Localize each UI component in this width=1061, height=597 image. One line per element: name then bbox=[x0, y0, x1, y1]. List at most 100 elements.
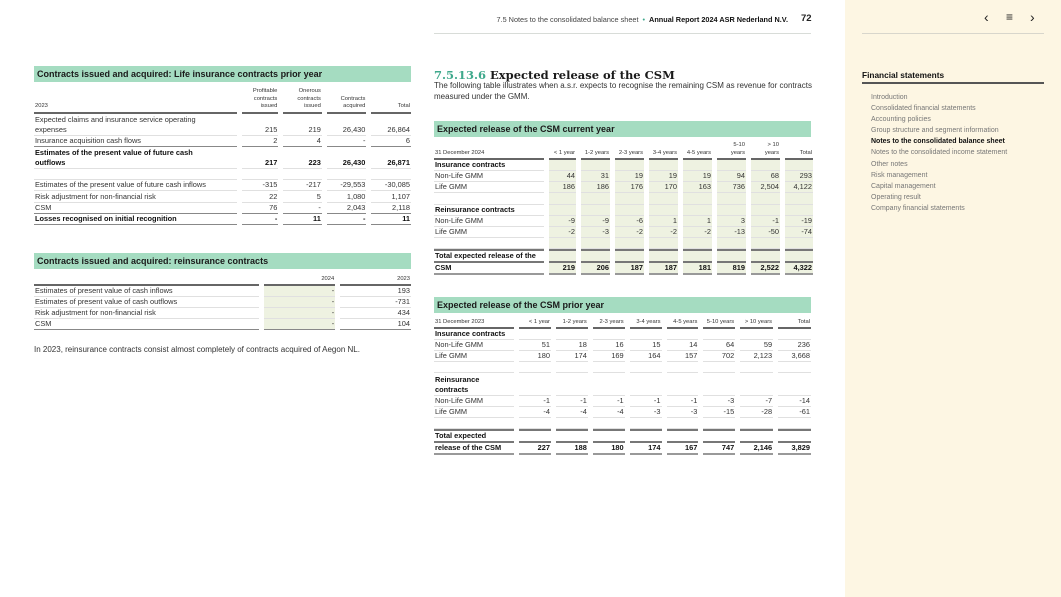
table-row: Life GMM 186 186 176 170 163 736 2,504 4,122 bbox=[434, 182, 813, 194]
cell-value: -28 bbox=[740, 407, 774, 418]
cell-value: 44 bbox=[549, 171, 576, 183]
sidebar-item[interactable]: Risk management bbox=[871, 171, 928, 179]
cell-value bbox=[629, 362, 662, 374]
cell-value: 16 bbox=[592, 340, 625, 352]
cell-value bbox=[649, 237, 678, 249]
column-header: 2023 bbox=[34, 88, 237, 114]
row-label bbox=[434, 362, 515, 374]
cell-value: -2 bbox=[549, 226, 576, 238]
cell-value: 187 bbox=[615, 260, 644, 275]
sidebar-item[interactable]: Capital management bbox=[871, 182, 936, 190]
row-label bbox=[434, 238, 544, 249]
cell-value bbox=[649, 204, 678, 216]
table-row: CSM -104 bbox=[34, 319, 411, 331]
cell-value: - bbox=[326, 136, 367, 148]
row-label bbox=[34, 169, 237, 181]
cell-value: -3 bbox=[703, 396, 736, 407]
csm-current-title: Expected release of the CSM current year bbox=[434, 121, 811, 137]
cell-value bbox=[666, 385, 699, 396]
reinsurance-table: 2024 2023 Estimates of present value of ca… bbox=[29, 275, 416, 331]
cell-value: 186 bbox=[549, 182, 576, 194]
row-label: Non-Life GMM bbox=[434, 396, 515, 407]
column-header: 2-3 years bbox=[615, 142, 644, 161]
column-header: Onerous contracts issued bbox=[283, 88, 322, 114]
section-title: Expected release of the CSM bbox=[490, 68, 675, 82]
cell-value: 4,122 bbox=[785, 182, 813, 194]
chevron-right-icon[interactable]: › bbox=[1030, 9, 1035, 25]
cell-value bbox=[751, 193, 780, 205]
sidebar-item[interactable]: Introduction bbox=[871, 94, 908, 101]
cell-value: 11 bbox=[283, 214, 322, 225]
chevron-left-icon[interactable]: ‹ bbox=[984, 9, 989, 25]
menu-icon[interactable]: ≡ bbox=[1006, 10, 1014, 24]
cell-value: -4 bbox=[592, 407, 625, 418]
row-label: Non-Life GMM bbox=[434, 340, 515, 352]
sidebar-item[interactable]: Notes to the consolidated balance sheet bbox=[871, 138, 1005, 146]
cell-value: 736 bbox=[717, 182, 746, 194]
cell-value bbox=[519, 329, 551, 341]
row-label: Expected claims and insurance service op… bbox=[35, 114, 196, 124]
cell-value: -1 bbox=[629, 396, 662, 407]
sidebar-item[interactable]: Notes to the consolidated income stateme… bbox=[871, 149, 1008, 157]
cell-value: -2 bbox=[649, 226, 678, 238]
cell-value bbox=[629, 418, 662, 429]
row-label bbox=[434, 193, 544, 205]
table-row: Non-Life GMM 44 31 19 19 19 94 68 293 bbox=[434, 171, 813, 183]
cell-value bbox=[519, 385, 551, 396]
cell-value: 2,123 bbox=[740, 351, 774, 363]
sidebar-item[interactable]: Consolidated financial statements bbox=[871, 105, 976, 113]
cell-value: 227 bbox=[519, 440, 551, 455]
cell-value: 193 bbox=[340, 286, 411, 298]
table-row: Risk adjustment for non-financial risk -4… bbox=[34, 308, 411, 320]
cell-value bbox=[785, 204, 813, 216]
sidebar-item[interactable]: Company financial statements bbox=[871, 204, 965, 212]
cell-value: -6 bbox=[615, 215, 644, 227]
csm-current-year-table: 31 December 2024 < 1 year 1-2 years 2-3 yea… bbox=[429, 142, 818, 275]
cell-value: 1 bbox=[683, 215, 712, 227]
cell-value: -1 bbox=[666, 396, 699, 407]
table-row: Reinsurance contracts bbox=[434, 204, 813, 216]
cell-value: 174 bbox=[555, 351, 588, 363]
cell-value: 223 bbox=[283, 158, 322, 170]
cell-value: 15 bbox=[629, 340, 662, 352]
cell-value: -3 bbox=[629, 407, 662, 418]
cell-value: 3 bbox=[717, 215, 746, 227]
cell-value: 51 bbox=[519, 340, 551, 352]
cell-value bbox=[283, 147, 322, 158]
row-label: Life GMM bbox=[434, 351, 515, 363]
row-label: Total expected release of the bbox=[434, 248, 544, 261]
cell-value bbox=[549, 204, 576, 216]
report-title: Annual Report 2024 ASR Nederland N.V. bbox=[649, 15, 788, 24]
cell-value bbox=[549, 193, 576, 205]
cell-value bbox=[371, 147, 411, 158]
row-label: Total expected bbox=[434, 428, 515, 441]
cell-value bbox=[549, 237, 576, 249]
cell-value bbox=[555, 362, 588, 374]
cell-value bbox=[629, 385, 662, 396]
cell-value: -30,085 bbox=[371, 180, 411, 192]
sidebar-item[interactable]: Operating result bbox=[871, 193, 921, 201]
cell-value bbox=[581, 248, 610, 261]
cell-value: 1,107 bbox=[371, 191, 411, 203]
table-row: Total expected bbox=[434, 428, 811, 441]
row-label: release of the CSM bbox=[434, 440, 515, 455]
reinsurance-note: In 2023, reinsurance contracts consist a… bbox=[34, 345, 360, 354]
column-header: 1-2 years bbox=[581, 142, 610, 161]
cell-value: 19 bbox=[649, 171, 678, 183]
cell-value bbox=[283, 169, 322, 181]
cell-value: 164 bbox=[629, 351, 662, 363]
table-row bbox=[434, 362, 811, 374]
cell-value: 293 bbox=[785, 171, 813, 183]
sidebar-item[interactable]: Group structure and segment information bbox=[871, 127, 999, 135]
sidebar-item[interactable]: Other notes bbox=[871, 160, 908, 168]
cell-value bbox=[740, 385, 774, 396]
cell-value bbox=[326, 169, 367, 181]
column-header: < 1 year bbox=[519, 318, 551, 330]
column-header: 2023 bbox=[340, 275, 411, 287]
sidebar-item[interactable]: Accounting policies bbox=[871, 116, 931, 124]
cell-value bbox=[666, 362, 699, 374]
cell-value bbox=[740, 418, 774, 429]
divider bbox=[434, 33, 811, 34]
row-label: Estimates of present value of cash inflo… bbox=[34, 286, 260, 298]
table-row: Estimates of present value of cash inflo… bbox=[34, 286, 411, 298]
